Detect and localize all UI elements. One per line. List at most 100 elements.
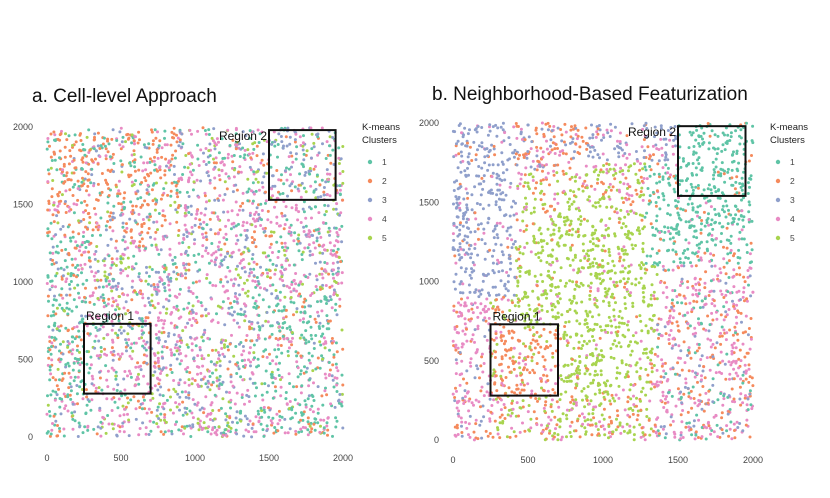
data-point [318,366,322,370]
data-point [214,348,218,352]
data-point [205,200,208,204]
data-point [153,163,157,167]
data-point [566,200,570,204]
data-point [272,431,276,435]
data-point [535,154,539,158]
data-point [52,130,56,134]
data-point [165,164,168,168]
data-point [47,172,51,176]
data-point [608,399,612,403]
data-point [463,270,467,274]
data-point [143,199,147,203]
data-point [613,177,617,181]
data-point [591,145,595,149]
data-point [156,283,160,287]
data-point [582,217,586,221]
data-point [253,381,257,385]
data-point [206,336,210,340]
data-point [276,155,279,159]
data-point [325,168,329,172]
data-point [178,408,181,412]
data-point [235,188,239,192]
data-point [302,230,306,233]
data-point [683,296,687,300]
data-point [507,365,510,369]
data-point [326,172,329,176]
data-point [155,150,159,154]
data-point [300,253,304,256]
data-point [268,246,272,249]
data-point [250,322,254,326]
data-point [592,416,596,420]
data-point [276,429,280,433]
data-point [92,182,96,185]
data-point [54,233,58,237]
data-point [88,332,92,336]
data-point [454,195,458,199]
data-point [64,189,68,193]
data-point [130,285,134,289]
data-point [468,435,472,439]
data-point [183,381,187,385]
data-point [452,222,456,226]
data-point [201,126,205,130]
data-point [560,133,564,137]
data-point [653,265,657,269]
data-point [549,138,553,142]
data-point [236,213,240,217]
data-point [324,221,328,225]
data-point [614,428,618,432]
data-point [452,309,456,313]
data-point [137,372,140,376]
region-box [83,322,152,395]
data-point [338,304,342,308]
data-point [80,253,84,257]
data-point [463,317,467,321]
data-point [197,252,201,256]
data-point [673,190,677,194]
data-point [137,382,141,386]
data-point [307,358,311,362]
data-point [495,233,499,237]
data-point [275,294,279,298]
data-point [520,378,524,382]
data-point [68,149,72,153]
data-point [204,314,208,318]
data-point [507,331,511,335]
data-point [201,232,204,236]
data-point [94,212,98,216]
data-point [150,299,154,303]
data-point [55,306,59,310]
data-point [223,180,227,184]
data-point [307,384,311,388]
data-point [248,346,252,350]
data-point [61,168,65,172]
data-point [81,156,85,160]
data-point [141,169,145,173]
data-point [246,148,250,152]
data-point [666,400,670,404]
data-point [663,401,667,405]
data-point [207,312,211,316]
data-point [318,251,322,255]
data-point [49,314,53,318]
data-point [122,329,126,333]
data-point [320,334,323,338]
data-point [283,295,287,299]
data-point [331,261,335,265]
data-point [285,284,289,288]
data-point [66,328,70,332]
data-point [53,208,57,212]
data-point [670,346,674,350]
data-point [295,385,299,389]
data-point [61,340,65,344]
data-point [695,349,699,353]
data-point [623,285,626,289]
data-point [51,258,55,262]
data-point [317,211,321,215]
data-point [267,406,270,410]
data-point [638,162,642,166]
data-point [93,138,96,141]
data-point [337,398,341,402]
